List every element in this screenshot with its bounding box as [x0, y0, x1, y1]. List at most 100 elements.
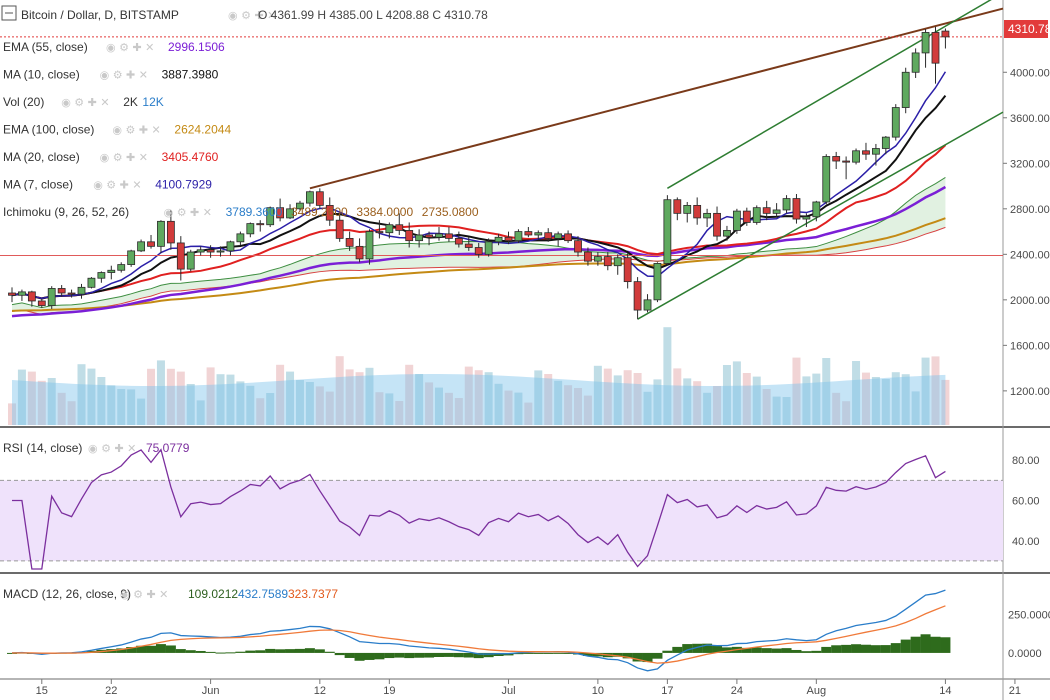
volume-bar	[266, 393, 275, 425]
macd-histogram-bar	[265, 648, 276, 653]
volume-bar	[355, 372, 364, 425]
indicator-controls[interactable]: ◉ ⚙ ✚ ✕	[100, 151, 148, 164]
price-tick-label: 1600.00	[1010, 340, 1050, 352]
volume-bar	[196, 400, 205, 425]
macd-histogram-bar	[632, 652, 643, 662]
macd-histogram-bar	[285, 649, 296, 653]
macd-histogram-bar	[175, 649, 186, 653]
macd-histogram-bar	[215, 652, 226, 654]
indicator-controls[interactable]: ◉ ⚙ ✚ ✕	[112, 124, 160, 137]
volume-bar	[97, 377, 106, 425]
volume-bar	[901, 374, 910, 425]
channel-upper-line	[667, 0, 992, 189]
volume-bar	[583, 395, 592, 425]
ma-20-line	[11, 144, 947, 300]
macd-histogram-bar	[553, 652, 564, 654]
ma-10-line	[11, 94, 947, 300]
price-tick-label: 2000.00	[1010, 295, 1050, 307]
volume-bar	[295, 380, 304, 425]
indicator-value: 2735.0800	[422, 205, 479, 219]
macd-histogram-bar	[890, 643, 901, 653]
volume-bar	[286, 371, 295, 425]
macd-histogram-bar	[533, 652, 544, 654]
macd-histogram-bar	[801, 651, 812, 653]
macd-histogram-bar	[483, 652, 494, 658]
macd-histogram-bar	[463, 652, 474, 658]
date-tick-label: 24	[731, 685, 743, 697]
candle-down	[693, 204, 702, 219]
candle-down	[713, 212, 721, 237]
candle-up	[266, 207, 275, 226]
macd-histogram-bar	[831, 645, 842, 653]
candle-up	[822, 156, 831, 203]
candle-up	[127, 250, 136, 265]
price-tick-label: 3200.00	[1010, 158, 1050, 170]
candle-down	[832, 156, 841, 162]
indicator-value: 2624.2044	[174, 123, 231, 137]
date-tick-label: 10	[592, 685, 604, 697]
macd-histogram-bar	[622, 652, 633, 659]
date-tick-label: Aug	[807, 685, 827, 697]
indicator-controls[interactable]: ◉ ⚙ ✚ ✕	[100, 69, 148, 82]
rsi-legend: RSI (14, close) ◉ ⚙ ✚ ✕ 75.0779	[3, 441, 190, 455]
candle-up	[77, 286, 86, 295]
candle-down	[176, 242, 185, 270]
volume-bar	[305, 382, 314, 425]
macd-histogram-bar	[821, 646, 832, 653]
macd-histogram-bar	[354, 652, 365, 661]
indicator-controls[interactable]: ◉ ⚙ ✚ ✕	[164, 206, 212, 219]
volume-bar	[57, 392, 66, 425]
macd-histogram-bar	[334, 652, 345, 656]
candle-down	[623, 257, 632, 283]
volume-bar	[564, 385, 573, 425]
candle-up	[643, 299, 652, 311]
header-controls[interactable]: ◉ ⚙ ✚ ✕	[228, 9, 276, 22]
volume-bar	[931, 356, 940, 425]
volume-bar	[683, 378, 692, 425]
candle-up	[137, 241, 145, 252]
candle-down	[464, 243, 473, 248]
indicator-controls[interactable]: ◉ ⚙ ✚ ✕	[61, 96, 109, 109]
main-price-pane[interactable]	[0, 0, 1004, 425]
volume-bar	[554, 380, 563, 425]
indicator-legend-row: EMA (100, close) ◉ ⚙ ✚ ✕ 2624.2044	[3, 123, 231, 137]
macd-histogram-bar	[712, 646, 723, 653]
volume-bar	[832, 392, 841, 425]
macd-histogram-bar	[424, 652, 435, 658]
rsi-controls[interactable]: ◉ ⚙ ✚ ✕	[88, 442, 136, 455]
rsi-pane[interactable]	[0, 448, 1003, 570]
candle-up	[296, 202, 304, 210]
macd-histogram-bar	[563, 652, 574, 654]
indicator-legend-row: Ichimoku (9, 26, 52, 26) ◉ ⚙ ✚ ✕ 3789.3600…	[3, 205, 479, 219]
macd-histogram-bar	[841, 644, 852, 653]
candle-up	[97, 272, 106, 279]
macd-pane[interactable]	[7, 589, 951, 672]
volume-bar	[454, 398, 463, 425]
macd-histogram-bar	[414, 652, 425, 658]
volume-bar	[603, 368, 612, 425]
channel-lower-line	[637, 111, 1004, 320]
volume-bar	[663, 327, 672, 425]
volume-bar	[375, 392, 384, 425]
macd-histogram-bar	[880, 645, 891, 653]
candle-down	[762, 207, 771, 214]
indicator-name: Vol (20)	[3, 95, 44, 109]
collapse-icon[interactable]	[1, 5, 17, 21]
candles	[8, 26, 950, 320]
macd-controls[interactable]: ◉ ⚙ ✚ ✕	[120, 588, 168, 601]
macd-label: MACD (12, 26, close, 9)	[3, 587, 131, 601]
volume-bars	[8, 327, 950, 425]
ohlc-readout: O 4361.99 H 4385.00 L 4208.88 C 4310.78	[258, 8, 488, 22]
volume-bar	[206, 367, 215, 425]
volume-bar	[504, 390, 513, 425]
indicator-controls[interactable]: ◉ ⚙ ✚ ✕	[93, 179, 141, 192]
candle-up	[593, 256, 602, 262]
candle-up	[723, 230, 731, 237]
indicator-name: Ichimoku (9, 26, 52, 26)	[3, 205, 129, 219]
indicator-controls[interactable]: ◉ ⚙ ✚ ✕	[106, 41, 154, 54]
candle-up	[901, 71, 910, 108]
rsi-line	[12, 448, 946, 570]
candle-up	[286, 208, 294, 219]
macd-histogram-bar	[245, 650, 256, 653]
